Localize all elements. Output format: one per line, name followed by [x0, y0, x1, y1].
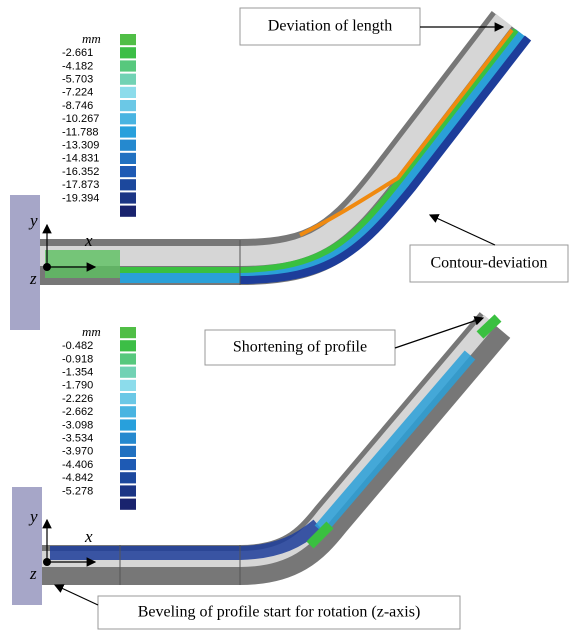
legend-swatch: [120, 47, 136, 58]
legend-swatch: [120, 380, 136, 391]
legend-swatch: [120, 433, 136, 444]
axis-label: x: [84, 231, 93, 250]
legend-label: -4.842: [62, 472, 93, 484]
legend-label: -7.224: [62, 87, 93, 99]
legend-label: -11.788: [62, 126, 99, 138]
legend-swatch: [120, 459, 136, 470]
legend-swatch: [120, 406, 136, 417]
legend-label: -5.703: [62, 74, 93, 86]
legend-label: -2.226: [62, 393, 93, 405]
legend-label: -1.354: [62, 367, 93, 379]
legend-swatch: [120, 367, 136, 378]
arrow: [55, 585, 98, 605]
axis-label: z: [29, 564, 37, 583]
figure: x y z mm-2.661-4.182-5.703-7.224-8.746-1…: [0, 0, 574, 630]
axis-label: y: [28, 211, 38, 230]
axis-label: x: [84, 527, 93, 546]
legend-label: -0.918: [62, 353, 93, 365]
legend-swatch: [120, 179, 136, 190]
legend-swatch: [120, 153, 136, 164]
legend-swatch: [120, 100, 136, 111]
legend-swatch: [120, 140, 136, 151]
axis-label: y: [28, 507, 38, 526]
legend-swatch: [120, 353, 136, 364]
legend-label: -10.267: [62, 113, 99, 125]
legend-label: -16.352: [62, 166, 99, 178]
legend-label: -1.790: [62, 380, 93, 392]
legend-label: -4.182: [62, 60, 93, 72]
legend-swatch: [120, 446, 136, 457]
fixture: [12, 487, 42, 605]
legend-swatch: [120, 113, 136, 124]
legend-swatch: [120, 192, 136, 203]
annotation: Contour-deviation: [431, 255, 548, 272]
legend-swatch: [120, 499, 136, 510]
legend-swatch: [120, 126, 136, 137]
legend-label: -2.662: [62, 406, 93, 418]
legend-swatch: [120, 34, 136, 45]
annotation: Deviation of length: [268, 18, 392, 35]
legend-label: -3.970: [62, 446, 93, 458]
legend-label: -17.873: [62, 179, 99, 191]
legend: mm-0.482-0.918-1.354-1.790-2.226-2.662-3…: [62, 324, 136, 510]
legend-swatch: [120, 419, 136, 430]
legend-swatch: [120, 485, 136, 496]
legend-swatch: [120, 393, 136, 404]
legend-swatch: [120, 87, 136, 98]
legend-label: -3.098: [62, 419, 93, 431]
legend-swatch: [120, 327, 136, 338]
legend-unit: mm: [82, 31, 101, 46]
legend-label: -4.406: [62, 459, 93, 471]
legend-swatch: [120, 472, 136, 483]
legend-swatch: [120, 340, 136, 351]
annotation: Shortening of profile: [233, 339, 367, 356]
legend-label: -13.309: [62, 140, 99, 152]
legend: mm-2.661-4.182-5.703-7.224-8.746-10.267-…: [62, 31, 136, 217]
legend-unit: mm: [82, 324, 101, 339]
legend-label: -3.534: [62, 433, 93, 445]
legend-swatch: [120, 206, 136, 217]
legend-swatch: [120, 60, 136, 71]
legend-label: -8.746: [62, 100, 93, 112]
legend-swatch: [120, 74, 136, 85]
legend-label: -5.278: [62, 485, 93, 497]
legend-label: -14.831: [62, 153, 99, 165]
arrow: [430, 215, 495, 245]
legend-label: -2.661: [62, 47, 93, 59]
annotation: Beveling of profile start for rotation (…: [138, 604, 421, 621]
legend-label: -0.482: [62, 340, 93, 352]
axis-label: z: [29, 269, 37, 288]
legend-swatch: [120, 166, 136, 177]
legend-label: -19.394: [62, 192, 99, 204]
